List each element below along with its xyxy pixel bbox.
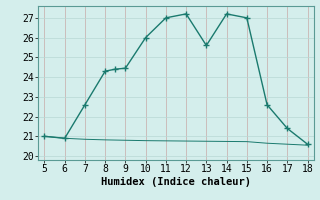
X-axis label: Humidex (Indice chaleur): Humidex (Indice chaleur) (101, 177, 251, 187)
